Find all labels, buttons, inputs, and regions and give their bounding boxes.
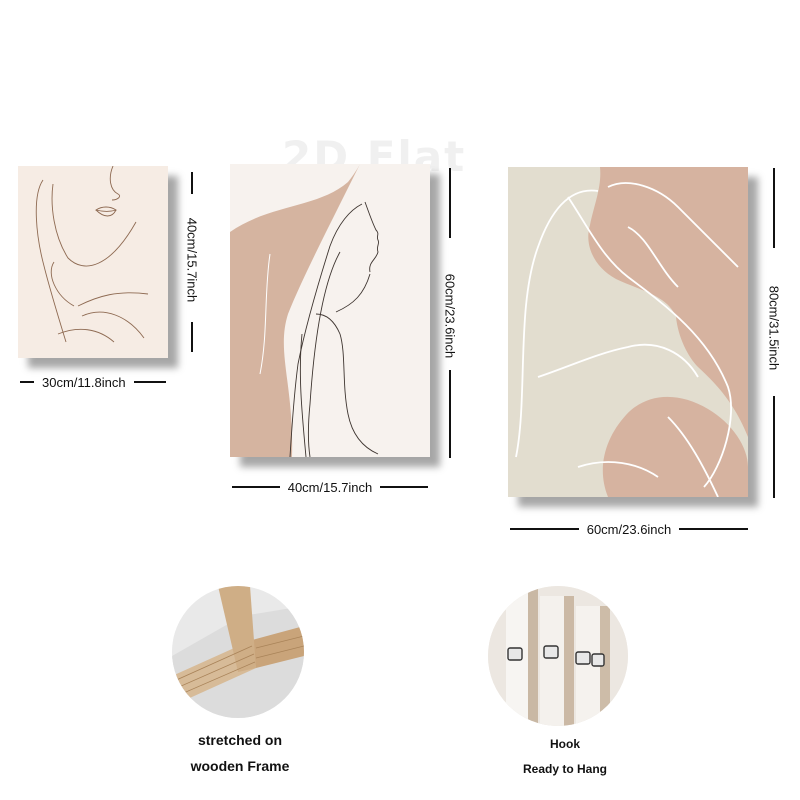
panel2-width-dimension: 40cm/15.7inch — [232, 477, 428, 497]
face-line-art-panel — [18, 166, 168, 358]
abstract-figure-icon — [515, 167, 748, 497]
panel1-height-dimension: 40cm/15.7inch — [182, 172, 202, 352]
wooden-frame-icon — [172, 586, 304, 718]
panel3-height-dimension: 80cm/31.5inch — [764, 168, 784, 498]
panel2-width-label: 40cm/15.7inch — [287, 479, 373, 495]
profile-line-art-panel — [230, 164, 430, 457]
panel3-width-label: 60cm/23.6inch — [586, 521, 672, 537]
woman-profile-icon — [230, 164, 380, 457]
face-line-art-icon — [35, 166, 149, 343]
hook-caption-line1: Hook — [550, 737, 580, 751]
wooden-frame-caption-line1: stretched on — [197, 732, 282, 748]
panel1-height-label: 40cm/15.7inch — [184, 217, 200, 303]
panel2-height-label: 60cm/23.6inch — [442, 273, 458, 359]
hook-icon — [488, 586, 628, 726]
hook-caption-line2: Ready to Hang — [522, 762, 607, 776]
panel2-height-dimension: 60cm/23.6inch — [440, 168, 460, 458]
panel3-height-label: 80cm/31.5inch — [766, 285, 782, 371]
panel1-width-label: 30cm/11.8inch — [42, 374, 126, 390]
panel1-width-dimension: 30cm/11.8inch — [20, 372, 166, 392]
panel3-width-dimension: 60cm/23.6inch — [510, 519, 748, 539]
wooden-frame-caption-line2: wooden Frame — [190, 758, 290, 774]
abstract-figure-panel — [508, 167, 748, 497]
